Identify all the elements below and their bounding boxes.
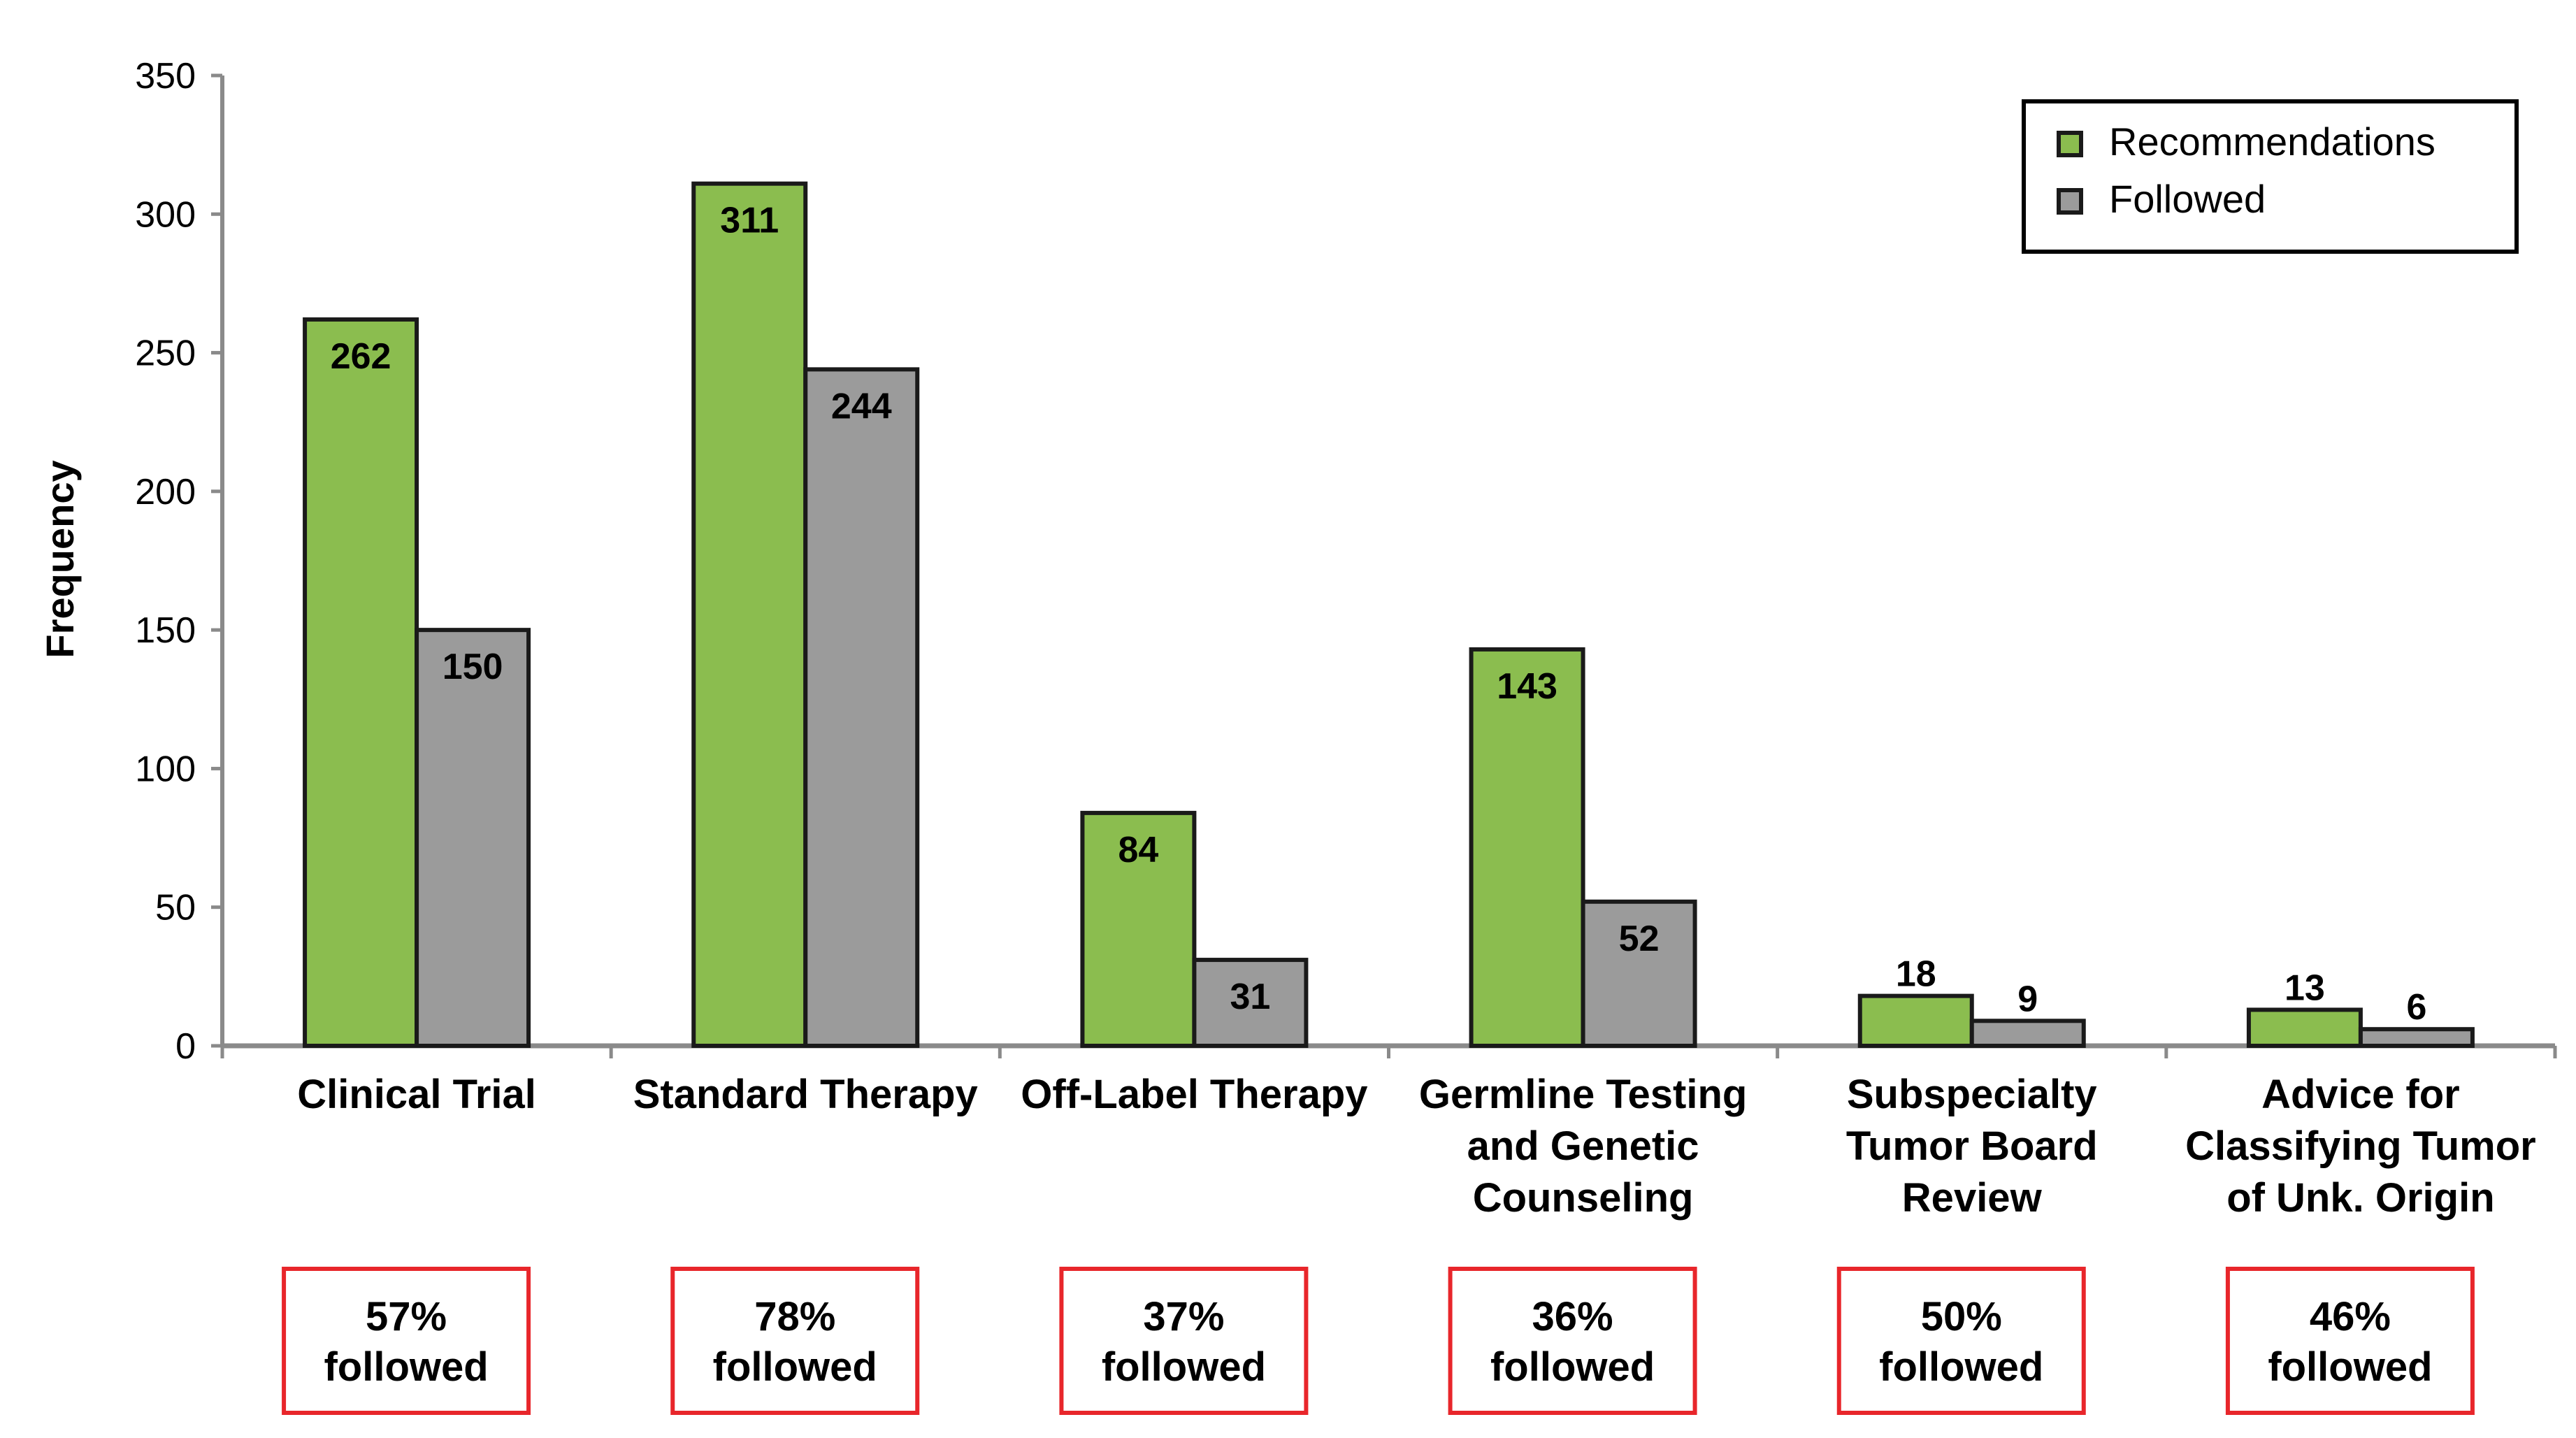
legend-label: Followed	[2109, 177, 2266, 221]
bar-followed	[803, 367, 920, 1048]
data-label: 9	[2017, 979, 2038, 1019]
bars	[303, 181, 2475, 1049]
annotation-text: 46%	[2310, 1294, 2391, 1339]
y-tick-label: 100	[135, 749, 196, 789]
data-label: 6	[2406, 987, 2426, 1028]
axes: 0 50 100 150 200 250 300 350	[135, 56, 2557, 1067]
category-label: Counseling	[1473, 1175, 1694, 1221]
data-label: 84	[1118, 830, 1158, 870]
data-label: 31	[1230, 977, 1270, 1017]
annotation-text: 50%	[1921, 1294, 2002, 1339]
data-label: 311	[720, 201, 779, 241]
y-tick-label: 250	[135, 333, 196, 374]
bar-followed	[1969, 1019, 2086, 1049]
annotation-text: followed	[1490, 1344, 1655, 1390]
bar-recommendations	[1469, 647, 1585, 1048]
category-label: Tumor Board	[1846, 1123, 2098, 1169]
annotation-text: 37%	[1143, 1294, 1224, 1339]
category-label: Advice for	[2261, 1072, 2460, 1117]
bar-recommendations	[1080, 810, 1197, 1048]
legend-box	[2022, 99, 2519, 254]
annotation-text: followed	[1879, 1344, 2043, 1390]
annotation-box	[282, 1267, 531, 1415]
annotation-text: followed	[713, 1344, 877, 1390]
category-label: Germline Testing	[1419, 1072, 1747, 1117]
category-label: Clinical Trial	[297, 1072, 536, 1117]
bar-recommendations	[303, 317, 419, 1048]
data-labels: 262 150 311 244 84 31 143 52 18 9 13 6	[331, 201, 2427, 1028]
category-label: and Genetic	[1467, 1123, 1699, 1169]
legend-label: Recommendations	[2109, 120, 2435, 164]
data-label: 18	[1896, 954, 1936, 995]
annotation-text: followed	[1102, 1344, 1266, 1390]
y-tick-label: 50	[155, 888, 196, 928]
data-label: 150	[442, 647, 503, 687]
category-label: Review	[1902, 1175, 2043, 1221]
category-label: Classifying Tumor	[2185, 1123, 2536, 1169]
annotation-text: 57%	[366, 1294, 447, 1339]
y-tick-label: 0	[175, 1026, 196, 1067]
annotation-box	[1448, 1267, 1697, 1415]
bar-followed	[1581, 899, 1697, 1048]
legend-swatch	[2057, 131, 2083, 157]
bar-recommendations	[1857, 993, 1974, 1049]
annotation-text: followed	[2268, 1344, 2432, 1390]
annotation-text: followed	[324, 1344, 488, 1390]
bar-followed	[1192, 958, 1309, 1049]
category-label: Off-Label Therapy	[1021, 1072, 1367, 1117]
annotation-box	[1059, 1267, 1309, 1415]
followed-annotations: 57% followed 78% followed 37% followed 36% foll…	[282, 1267, 2475, 1415]
category-labels: Clinical Trial Standard Therapy Off-Label …	[297, 1072, 2536, 1221]
y-axis-label: Frequency	[38, 460, 82, 658]
category-label: Subspecialty	[1847, 1072, 2097, 1117]
y-tick-label: 350	[135, 56, 196, 96]
y-tick-label: 300	[135, 194, 196, 235]
data-label: 13	[2284, 968, 2325, 1008]
annotation-text: 36%	[1532, 1294, 1613, 1339]
legend-swatch	[2057, 188, 2083, 215]
annotation-box	[2225, 1267, 2475, 1415]
data-label: 143	[1497, 666, 1557, 707]
data-label: 52	[1619, 919, 1660, 959]
bar-followed	[415, 628, 531, 1048]
annotation-box	[1836, 1267, 2086, 1415]
category-label: Standard Therapy	[633, 1072, 978, 1117]
data-label: 262	[331, 336, 391, 377]
data-label: 244	[831, 386, 892, 426]
bar-recommendations	[691, 181, 808, 1049]
category-label: of Unk. Origin	[2226, 1175, 2494, 1221]
bar-recommendations	[2246, 1007, 2363, 1048]
annotation-text: 78%	[754, 1294, 835, 1339]
bar-followed	[2358, 1027, 2475, 1048]
y-tick-label: 150	[135, 610, 196, 651]
y-tick-label: 200	[135, 472, 196, 512]
annotation-box	[670, 1267, 920, 1415]
legend: Recommendations Followed	[2022, 99, 2519, 254]
